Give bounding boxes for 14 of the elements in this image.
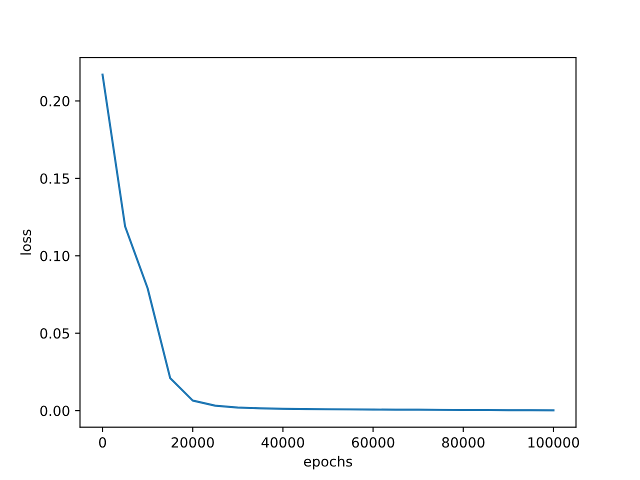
line-series [102, 74, 554, 412]
x-tick-label: 60000 [352, 437, 394, 448]
y-axis-title: loss [20, 230, 32, 255]
y-tick-label: 0.05 [40, 328, 70, 339]
x-tick-label: 40000 [261, 437, 304, 448]
y-tick-label: 0.10 [40, 250, 70, 262]
y-tick-label: 0.15 [40, 173, 70, 184]
x-tick-label: 20000 [172, 437, 214, 448]
x-tick-label: 0 [99, 437, 106, 448]
x-tick-label: 100000 [528, 437, 580, 448]
x-axis-title: epochs [304, 456, 352, 470]
y-tick-label: 0.20 [40, 96, 70, 106]
x-tick-label: 80000 [442, 437, 484, 448]
y-tick-label: 0.00 [40, 406, 70, 416]
